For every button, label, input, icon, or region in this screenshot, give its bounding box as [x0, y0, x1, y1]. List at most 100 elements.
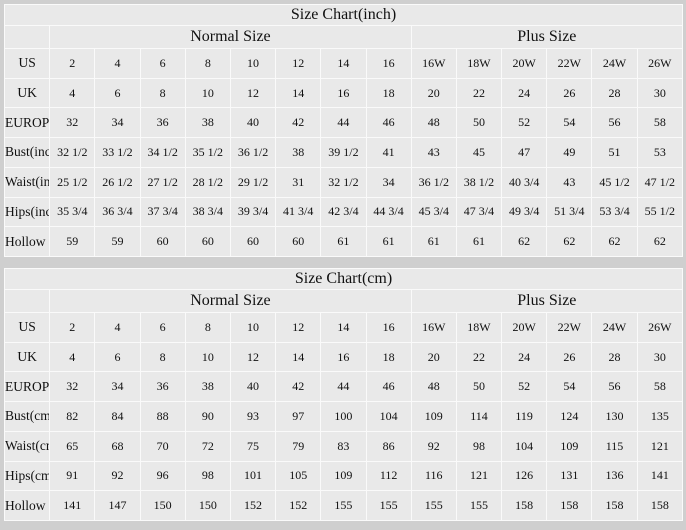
table-cell: 14: [275, 341, 322, 373]
table-cell: 104: [365, 401, 412, 432]
table-row: US 2 4 6 8 10 12 14 16 16W 18W 20W 22W 24W 26W: [3, 312, 684, 343]
table-cell: 44: [320, 107, 367, 139]
table-cell: 56: [591, 107, 638, 139]
table-row: UK 4 6 8 10 12 14 16 18 20 22 24 26 28 30: [3, 77, 684, 109]
row-label: Bust(inch): [3, 137, 51, 168]
table-cell: 62: [546, 226, 593, 257]
table-row: Hollow to Floor(cm)141147150150152152155…: [3, 490, 684, 521]
table-cell: 93: [229, 401, 277, 432]
table-cell: 20: [410, 77, 457, 109]
blank-header-cell: [3, 25, 51, 49]
table-cell: 155: [410, 490, 457, 521]
table-cell: 152: [275, 490, 322, 521]
table-cell: 44 3/4: [365, 196, 412, 228]
row-label: Hips(cm): [3, 460, 51, 492]
table-cell: 4: [94, 48, 141, 79]
table-cell: 61: [455, 226, 503, 257]
table-cell: 40: [229, 371, 277, 403]
table-cell: 29 1/2: [229, 166, 277, 198]
table-row: Waist(cm)6568707275798386929810410911512…: [3, 430, 684, 462]
table-cell: 33 1/2: [94, 137, 141, 168]
table-cell: 68: [94, 430, 141, 462]
table-cell: 46: [365, 107, 412, 139]
size-chart-cm: Size Chart(cm) Normal Size Plus Size US 2 4 6 8…: [3, 268, 684, 521]
table-row: EUROPE3234363840424446485052545658: [3, 371, 684, 403]
table-cell: 101: [229, 460, 277, 492]
table-cell: 50: [455, 371, 503, 403]
table-cell: 6: [139, 48, 186, 79]
row-label: US: [3, 48, 51, 79]
table-cell: 104: [501, 430, 548, 462]
table-cell: 155: [320, 490, 367, 521]
table-cell: 16: [365, 48, 412, 79]
table-cell: 158: [636, 490, 684, 521]
table-cell: 91: [49, 460, 96, 492]
table-cell: 92: [410, 430, 457, 462]
table-cell: 38: [184, 107, 231, 139]
table-cell: 54: [546, 107, 593, 139]
table-cell: 150: [139, 490, 186, 521]
table-cell: 47 1/2: [636, 166, 684, 198]
table-cell: 105: [275, 460, 322, 492]
group-header-row: Normal Size Plus Size: [3, 25, 684, 49]
normal-size-header: Normal Size: [49, 289, 412, 313]
table-cell: 42: [275, 107, 322, 139]
table-cell: 2: [49, 48, 96, 79]
table-cell: 141: [49, 490, 96, 521]
table-cell: 35 3/4: [49, 196, 96, 228]
table-cell: 36 3/4: [94, 196, 141, 228]
table-row: US 2 4 6 8 10 12 14 16 16W 18W 20W 22W 24W 26W: [3, 48, 684, 79]
table-row: UK 4 6 8 10 12 14 16 18 20 22 24 26 28 30: [3, 341, 684, 373]
plus-size-header: Plus Size: [410, 25, 684, 49]
table-cell: 61: [410, 226, 457, 257]
row-label: UK: [3, 77, 51, 109]
title-row: Size Chart(cm): [4, 268, 683, 290]
table-cell: 26W: [636, 48, 684, 79]
table-cell: 124: [546, 401, 593, 432]
table-cell: 32: [49, 371, 96, 403]
table-cell: 147: [94, 490, 141, 521]
table-cell: 20W: [501, 48, 548, 79]
row-label: US: [3, 312, 51, 343]
table-cell: 82: [49, 401, 96, 432]
table-cell: 65: [49, 430, 96, 462]
table-cell: 38 1/2: [455, 166, 503, 198]
table-cell: 155: [455, 490, 503, 521]
size-table: Size Chart(inch) Normal Size Plus Size US 2 4…: [3, 4, 684, 257]
table-cell: 50: [455, 107, 503, 139]
table-cell: 59: [94, 226, 141, 257]
table-cell: 8: [139, 77, 186, 109]
table-cell: 72: [184, 430, 231, 462]
table-cell: 8: [139, 341, 186, 373]
table-cell: 56: [591, 371, 638, 403]
table-cell: 150: [184, 490, 231, 521]
table-cell: 55 1/2: [636, 196, 684, 228]
title-row: Size Chart(inch): [4, 4, 683, 26]
table-cell: 45 1/2: [591, 166, 638, 198]
table-cell: 26: [546, 341, 593, 373]
table-cell: 42: [275, 371, 322, 403]
table-cell: 158: [546, 490, 593, 521]
table-cell: 90: [184, 401, 231, 432]
table-cell: 62: [501, 226, 548, 257]
table-cell: 75: [229, 430, 277, 462]
table-cell: 32 1/2: [49, 137, 96, 168]
table-cell: 30: [636, 77, 684, 109]
chart-title: Size Chart(cm): [4, 268, 683, 290]
table-cell: 158: [501, 490, 548, 521]
plus-size-header: Plus Size: [410, 289, 684, 313]
table-cell: 36: [139, 107, 186, 139]
table-cell: 22W: [546, 312, 593, 343]
table-cell: 48: [410, 107, 457, 139]
table-cell: 12: [229, 341, 277, 373]
row-label: Hollow to Floor(cm): [3, 490, 51, 521]
row-label: UK: [3, 341, 51, 373]
row-label: Hollow to Floor(inch): [3, 226, 51, 257]
table-row: Bust(inch)32 1/233 1/234 1/235 1/236 1/2…: [3, 137, 684, 168]
table-cell: 12: [275, 312, 322, 343]
table-cell: 20: [410, 341, 457, 373]
table-cell: 16W: [410, 312, 457, 343]
row-label: Bust(cm): [3, 401, 51, 432]
table-cell: 16: [365, 312, 412, 343]
table-cell: 30: [636, 341, 684, 373]
